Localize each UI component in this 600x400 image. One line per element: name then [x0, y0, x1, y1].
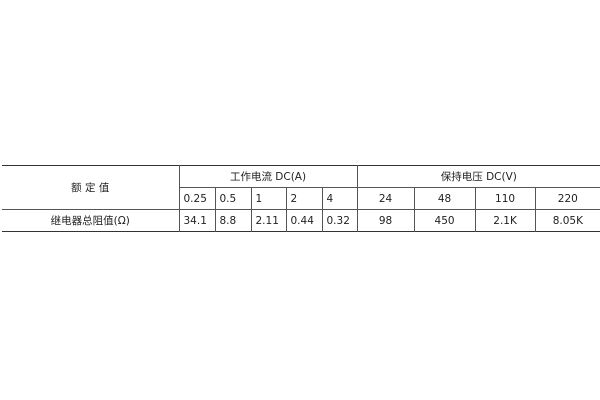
voltage-group-header: 保持电压 DC(V)	[356, 165, 600, 188]
current-value: 4	[321, 187, 358, 210]
resistance-value: 8.05K	[534, 209, 600, 232]
current-value: 0.25	[179, 187, 216, 210]
current-value: 2	[285, 187, 323, 210]
voltage-value: 220	[534, 187, 600, 210]
resistance-value: 2.11	[250, 209, 287, 232]
relay-spec-table: 额 定 值 工作电流 DC(A) 保持电压 DC(V) 0.25 0.5 1 2…	[2, 165, 600, 232]
voltage-value: 48	[413, 187, 476, 210]
current-group-header: 工作电流 DC(A)	[178, 165, 358, 188]
current-value: 1	[250, 187, 287, 210]
voltage-value: 110	[474, 187, 536, 210]
current-value: 0.5	[214, 187, 252, 210]
resistance-value: 34.1	[178, 209, 216, 232]
resistance-value: 450	[413, 209, 476, 232]
resistance-value: 98	[356, 209, 415, 232]
resistance-row-label: 继电器总阻值(Ω)	[2, 209, 180, 232]
resistance-value: 8.8	[214, 209, 252, 232]
resistance-value: 2.1K	[474, 209, 536, 232]
voltage-value: 24	[356, 187, 415, 210]
header-row-1: 额 定 值 工作电流 DC(A) 保持电压 DC(V)	[2, 165, 600, 210]
header-row-2: 0.25 0.5 1 2 4 24 48 110 220	[2, 187, 600, 210]
rated-value-label: 额 定 值	[2, 165, 180, 210]
resistance-row: 继电器总阻值(Ω) 34.1 8.8 2.11 0.44 0.32 98 450…	[2, 209, 600, 232]
resistance-value: 0.44	[285, 209, 323, 232]
resistance-value: 0.32	[321, 209, 358, 232]
